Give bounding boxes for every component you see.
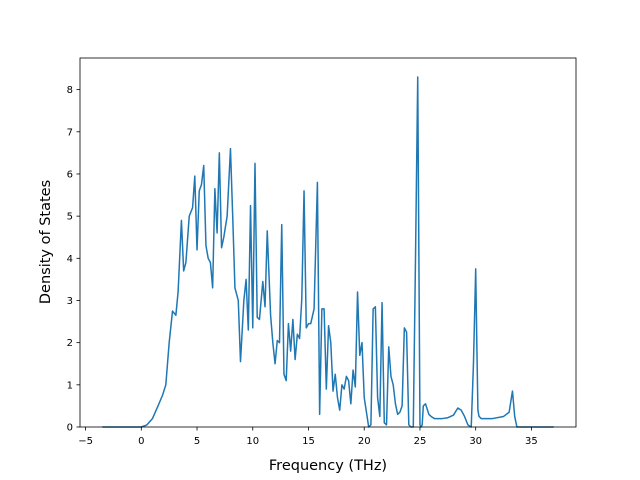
y-tick-label: 2	[67, 338, 73, 349]
y-tick-label: 4	[67, 254, 73, 265]
x-tick-label: 5	[194, 436, 200, 447]
x-axis-label: Frequency (THz)	[269, 458, 387, 474]
y-tick-label: 6	[67, 169, 73, 180]
x-tick-label: −5	[78, 436, 93, 447]
x-axis-ticks: −5 0 5 10 15 20 25 30 35	[78, 427, 538, 447]
y-tick-label: 0	[67, 423, 73, 434]
x-tick-label: 0	[138, 436, 144, 447]
x-tick-label: 35	[525, 436, 538, 447]
plot-area	[79, 57, 577, 428]
axes-frame	[79, 57, 577, 428]
x-tick-label: 25	[414, 436, 427, 447]
x-tick-label: 30	[469, 436, 482, 447]
y-axis-label: Density of States	[38, 180, 54, 304]
y-tick-label: 8	[67, 85, 73, 96]
x-tick-label: 15	[302, 436, 315, 447]
y-tick-label: 5	[67, 212, 73, 223]
y-tick-label: 3	[67, 296, 73, 307]
x-tick-label: 20	[358, 436, 371, 447]
y-tick-label: 7	[67, 127, 73, 138]
y-tick-label: 1	[67, 380, 73, 391]
y-axis-ticks: 0 1 2 3 4 5 6 7 8	[67, 85, 80, 434]
x-tick-label: 10	[246, 436, 259, 447]
series-line-0	[102, 76, 554, 428]
